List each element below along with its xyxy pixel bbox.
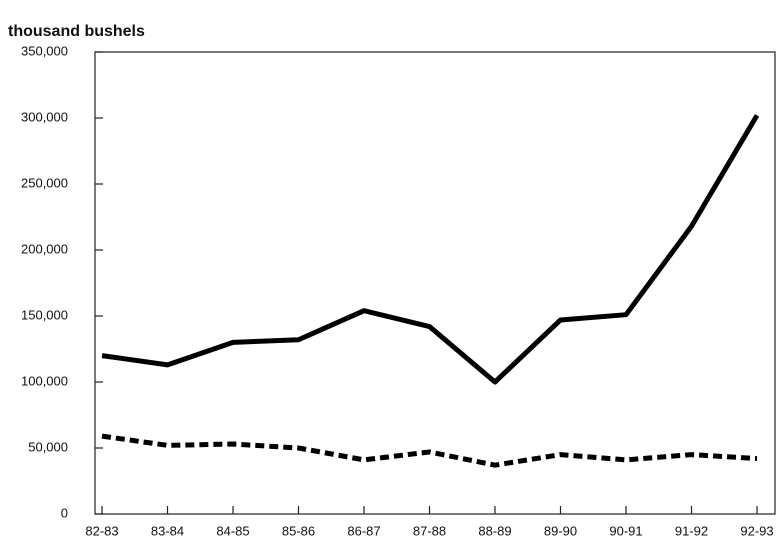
y-tick-label: 350,000	[21, 43, 68, 58]
series-line	[101, 114, 760, 385]
y-tick-label: 100,000	[21, 373, 68, 388]
x-tick-label: 90-91	[609, 523, 642, 538]
plot-frame	[94, 51, 776, 515]
y-tick-label: 50,000	[28, 439, 68, 454]
y-tick-label: 250,000	[21, 175, 68, 190]
x-tick-label: 84-85	[216, 523, 249, 538]
x-tick-label: 83-84	[151, 523, 184, 538]
y-tick-label: 150,000	[21, 307, 68, 322]
y-tick-label: 300,000	[21, 109, 68, 124]
x-tick-label: 88-89	[478, 523, 511, 538]
series-line	[101, 433, 758, 468]
y-tick-label: 0	[61, 505, 68, 520]
x-tick-label: 92-93	[740, 523, 773, 538]
y-tick-label: 200,000	[21, 241, 68, 256]
x-tick-label: 86-87	[347, 523, 380, 538]
x-tick-label: 82-83	[85, 523, 118, 538]
x-tick-label: 91-92	[675, 523, 708, 538]
x-tick-label: 89-90	[544, 523, 577, 538]
y-axis-label: thousand bushels	[8, 23, 145, 40]
x-tick-label: 87-88	[413, 523, 446, 538]
x-tick-label: 85-86	[282, 523, 315, 538]
